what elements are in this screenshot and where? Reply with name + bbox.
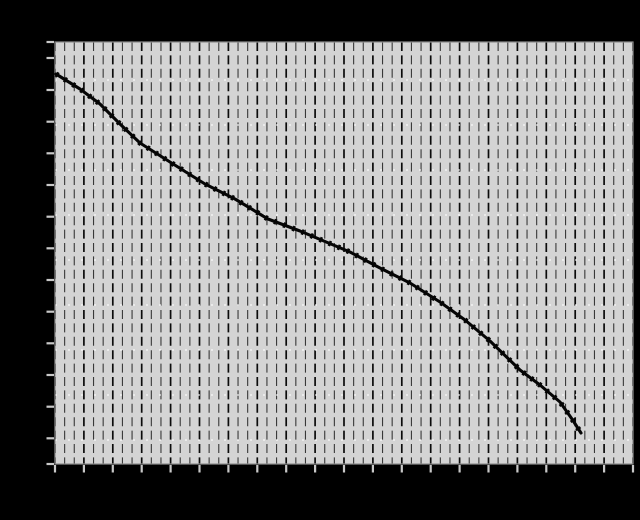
y-axis-ticks xyxy=(46,40,54,466)
axes-spines xyxy=(54,41,634,465)
data-curve xyxy=(54,71,584,435)
horizontal-gridlines xyxy=(55,79,633,441)
vertical-gridlines xyxy=(54,42,634,464)
x-axis-ticks xyxy=(53,465,635,473)
plot-area xyxy=(55,42,633,464)
